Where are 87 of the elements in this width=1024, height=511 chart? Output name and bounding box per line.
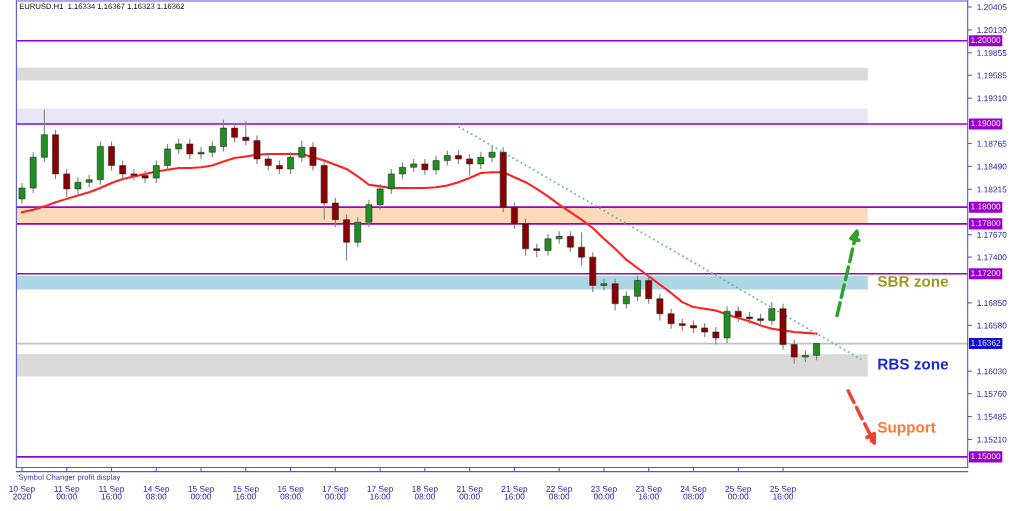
candlestick [712, 326, 720, 346]
x-tick-label: 17 Sep 16:00 [367, 485, 393, 500]
candlestick [63, 168, 71, 198]
candlestick [331, 197, 339, 228]
y-tick-label: 1.18490 [977, 163, 1007, 170]
candlestick [287, 151, 294, 175]
candlestick [432, 155, 440, 176]
candlestick [488, 145, 496, 163]
ref-line-label: 1.16362 [971, 339, 1001, 346]
candlestick [578, 231, 585, 267]
candlestick [466, 153, 474, 177]
candlestick [141, 170, 149, 184]
candlestick [790, 338, 798, 365]
y-tick-label: 1.16580 [977, 322, 1007, 329]
y-tick-label: 1.17670 [977, 231, 1007, 238]
x-tick-label: 21 Sep 00:00 [456, 485, 483, 500]
x-tick-label: 23 Sep 16:00 [635, 485, 662, 500]
candlestick [231, 122, 238, 143]
x-tick-label: 11 Sep 16:00 [99, 485, 125, 500]
y-tick-label: 1.20130 [977, 27, 1007, 34]
y-tick-label: 1.16030 [977, 368, 1007, 375]
annotation: Support [877, 421, 936, 436]
candlestick [74, 176, 82, 195]
candlestick [354, 216, 362, 248]
x-tick-label: 16 Sep 08:00 [278, 485, 304, 500]
candlestick [41, 109, 48, 163]
candlestick [656, 293, 664, 321]
candlestick [130, 168, 138, 182]
candlestick [197, 146, 205, 160]
candlestick [567, 230, 574, 253]
candlestick [18, 182, 26, 205]
x-tick-label: 25 Sep 00:00 [725, 485, 752, 500]
band-label: RBS zone [878, 358, 949, 370]
ref-line-label: 1.20000 [971, 37, 1001, 43]
candlestick [611, 278, 619, 311]
y-tick-label: 1.15210 [977, 436, 1007, 443]
candlestick [242, 120, 250, 147]
y-tick-label: 1.15760 [977, 390, 1007, 397]
y-tick-label: 1.19310 [977, 95, 1007, 102]
candlestick [365, 199, 373, 228]
x-tick-label: 18 Sep 08:00 [412, 485, 438, 500]
ref-line-label: 1.18000 [971, 203, 1001, 210]
ref-line-label: 1.17800 [971, 220, 1001, 227]
y-tick-label: 1.19585 [977, 72, 1007, 79]
candlestick [220, 119, 227, 152]
candlestick [387, 168, 395, 195]
ref-line-label: 1.19000 [971, 120, 1001, 127]
candlestick [645, 274, 653, 305]
candlestick [119, 160, 127, 180]
candlestick [343, 214, 350, 262]
candlestick [511, 201, 518, 230]
x-tick-label: 14 Sep 08:00 [143, 485, 170, 500]
y-tick-label: 1.19855 [977, 50, 1007, 56]
candlestick [85, 174, 93, 188]
candlestick [108, 140, 115, 172]
ref-line-label: 1.17200 [971, 270, 1001, 277]
band-label: SBR zone [877, 275, 949, 287]
y-tick-label: 1.20405 [977, 4, 1007, 11]
x-tick-label: 10 Sep 2020 [9, 485, 35, 500]
ref-line-label: 1.15000 [971, 453, 1001, 460]
candlestick [376, 183, 384, 211]
candlestick [768, 301, 776, 326]
x-tick-label: 15 Sep 00:00 [188, 485, 214, 500]
y-tick-label: 1.18215 [977, 186, 1007, 193]
candlestick [164, 143, 171, 172]
candlestick [667, 308, 675, 330]
candlestick [544, 233, 552, 257]
x-tick-label: 21 Sep 16:00 [501, 485, 528, 500]
candlestick [309, 141, 317, 172]
x-tick-label: 17 Sep 00:00 [322, 485, 349, 500]
y-tick-label: 1.16850 [977, 300, 1007, 307]
candlestick [298, 140, 306, 163]
y-tick-label: 1.18765 [977, 140, 1007, 147]
candlestick [152, 160, 160, 184]
y-tick-label: 1.17400 [977, 254, 1007, 261]
candlestick [253, 135, 261, 165]
x-tick-label: 25 Sep 16:00 [770, 485, 796, 500]
y-tick-label: 1.15485 [977, 413, 1007, 420]
x-tick-label: 24 Sep 08:00 [680, 485, 707, 500]
x-tick-label: 22 Sep 08:00 [546, 485, 573, 500]
candlestick [600, 278, 608, 291]
x-tick-label: 11 Sep 00:00 [54, 485, 80, 500]
x-tick-label: 23 Sep 00:00 [591, 485, 617, 500]
candlestick [421, 158, 429, 176]
candlestick [186, 138, 194, 160]
x-tick-label: 15 Sep 16:00 [233, 485, 259, 500]
candlestick [634, 274, 641, 302]
